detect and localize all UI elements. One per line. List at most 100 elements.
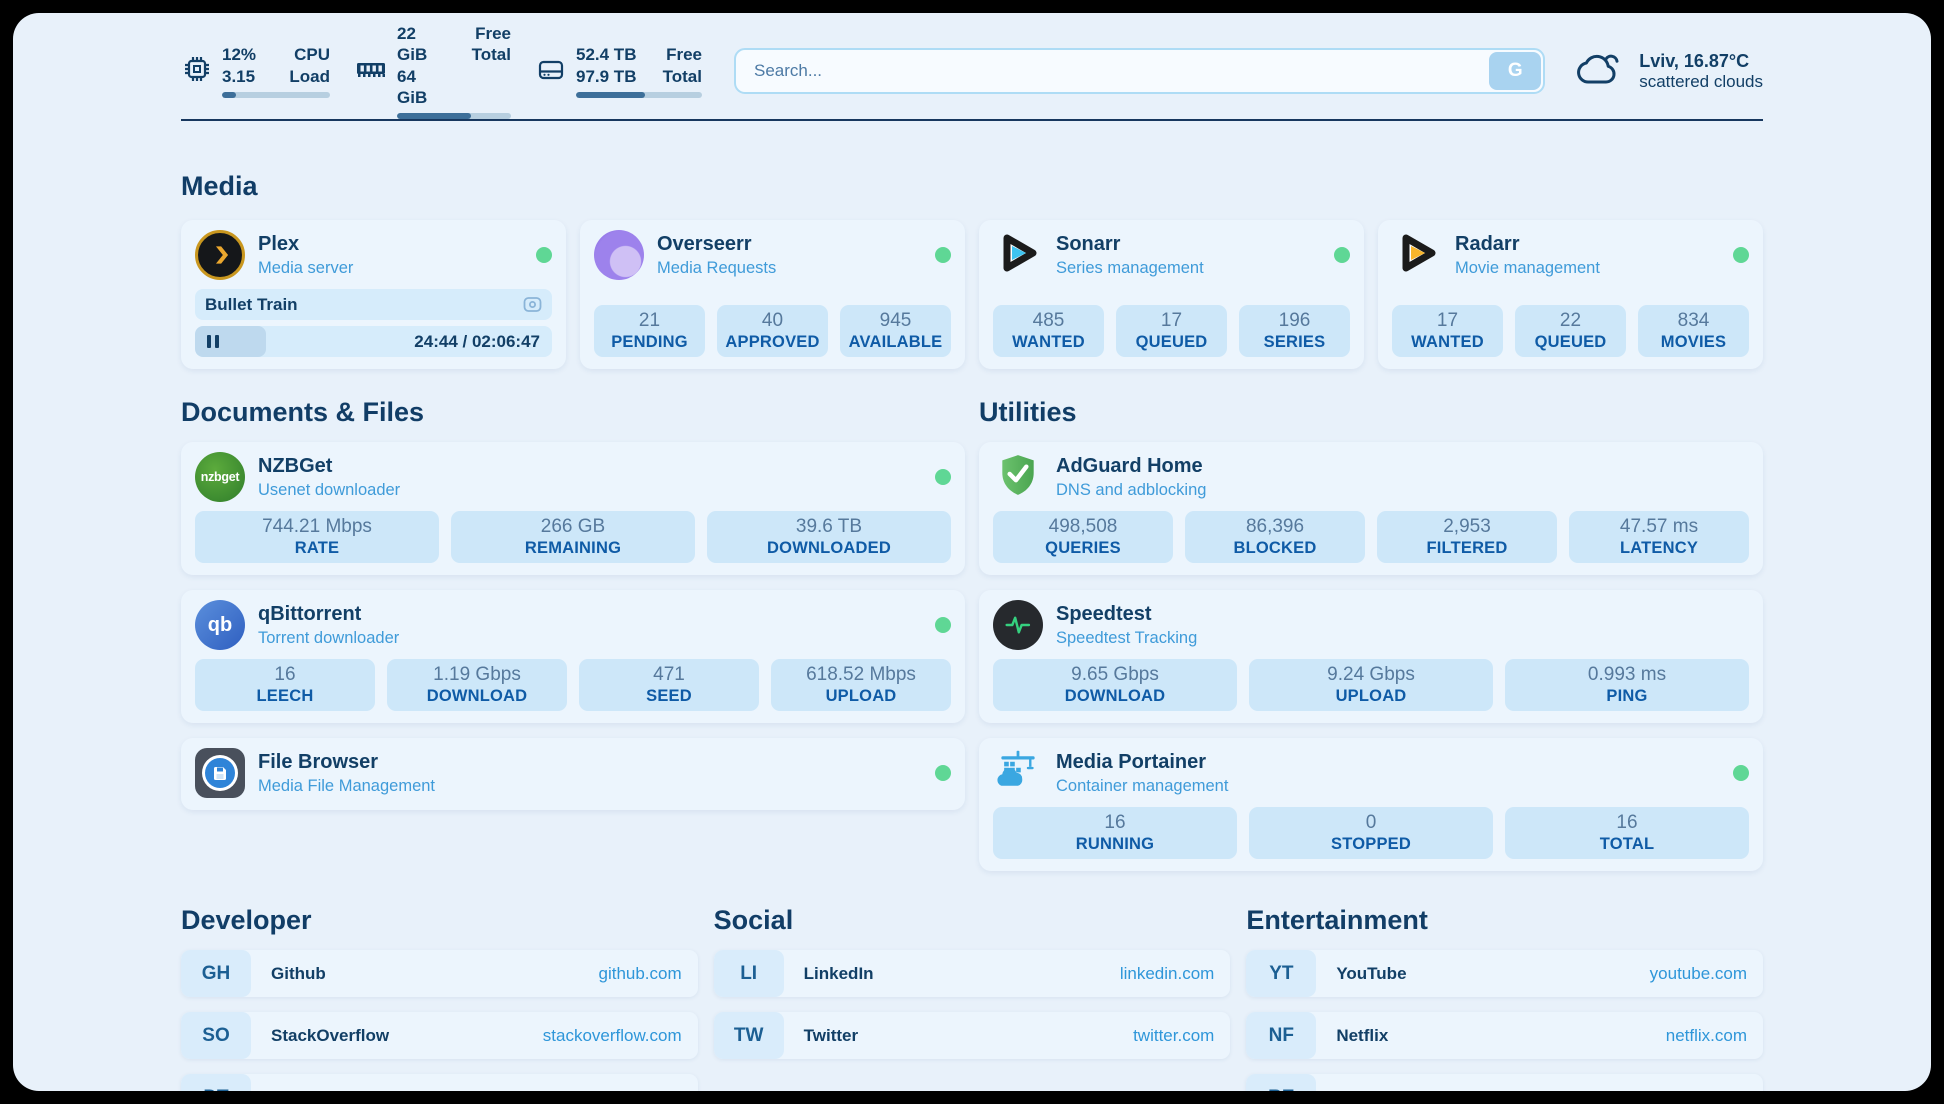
app-card-radarr[interactable]: Radarr Movie management 17 WANTED 22 QUEUE… <box>1378 220 1763 369</box>
disk-widget: 52.4 TB 97.9 TB Free Total <box>535 44 702 98</box>
weather-widget: Lviv, 16.87°C scattered clouds <box>1575 48 1763 95</box>
status-online-dot <box>935 765 951 781</box>
app-description: Torrent downloader <box>258 628 400 647</box>
search-bar: G <box>734 48 1546 94</box>
link-reddit[interactable]: RE Reddit reddit.com <box>1246 1074 1763 1091</box>
disk-total: 97.9 TB <box>576 66 637 86</box>
qbittorrent-icon: qb <box>195 600 245 650</box>
app-card-overseerr[interactable]: Overseerr Media Requests 21 PENDING 40 APP… <box>580 220 965 369</box>
stat-ping: 0.993 ms PING <box>1505 659 1749 711</box>
stat-stopped: 0 STOPPED <box>1249 807 1493 859</box>
cpu-percent: 12% <box>222 45 257 65</box>
stat-download: 9.65 Gbps DOWNLOAD <box>993 659 1237 711</box>
app-card-qbittorrent[interactable]: qb qBittorrent Torrent downloader 16 LEEC… <box>181 590 965 723</box>
app-card-portainer[interactable]: Media Portainer Container management 16 R… <box>979 738 1763 871</box>
pause-icon[interactable] <box>207 335 219 348</box>
cpu-progress-bar <box>222 91 330 98</box>
app-name: qBittorrent <box>258 602 362 625</box>
app-card-plex[interactable]: Plex Media server Bullet Train 24:44 / 0… <box>181 220 566 369</box>
app-name: Plex <box>258 232 300 255</box>
cpu-loadavg: 3.15 <box>222 66 256 86</box>
cpu-label-1: CPU <box>294 45 330 65</box>
disk-label-1: Free <box>666 45 702 65</box>
stat-leech: 16 LEECH <box>195 659 375 711</box>
cloud-icon <box>1575 48 1627 95</box>
link-badge: DT <box>181 1074 251 1091</box>
plex-icon <box>195 230 245 280</box>
link-badge: NF <box>1246 1012 1317 1059</box>
section-title-media: Media <box>181 171 258 201</box>
ram-label-1: Free <box>475 24 511 43</box>
search-provider-button[interactable]: G <box>1489 52 1542 90</box>
link-stackoverflow[interactable]: SO StackOverflow stackoverflow.com <box>181 1012 698 1059</box>
app-card-speedtest[interactable]: Speedtest Speedtest Tracking 9.65 Gbps DO… <box>979 590 1763 723</box>
dashboard-panel: 12% 3.15 CPU Load <box>13 13 1931 1091</box>
app-description: DNS and adblocking <box>1056 480 1207 499</box>
section-title-documents: Documents & Files <box>181 397 425 427</box>
app-card-filebrowser[interactable]: File Browser Media File Management <box>181 738 965 810</box>
app-name: NZBGet <box>258 454 333 477</box>
portainer-crane-icon <box>994 747 1042 800</box>
disk-label-2: Total <box>662 66 702 86</box>
app-description: Media File Management <box>258 776 436 795</box>
playback-progress-bar: 24:44 / 02:06:47 <box>195 326 552 357</box>
app-name: Media Portainer <box>1056 750 1207 773</box>
link-youtube[interactable]: YT YouTube youtube.com <box>1246 950 1763 997</box>
overseerr-icon <box>594 230 644 280</box>
status-online-dot <box>935 617 951 633</box>
stat-pending: 21 PENDING <box>594 305 705 357</box>
stat-approved: 40 APPROVED <box>717 305 828 357</box>
app-card-sonarr[interactable]: Sonarr Series management 485 WANTED 17 QUE… <box>979 220 1364 369</box>
documents-column: Documents & Files nzbget NZBGet Usenet d… <box>181 397 965 871</box>
link-dev[interactable]: DT DEV dev.to <box>181 1074 698 1091</box>
cpu-label-2: Load <box>289 66 330 86</box>
app-card-nzbget[interactable]: nzbget NZBGet Usenet downloader 744.21 M… <box>181 442 965 575</box>
app-card-adguard[interactable]: AdGuard Home DNS and adblocking 498,508 Q… <box>979 442 1763 575</box>
app-name: Sonarr <box>1056 232 1121 255</box>
stat-queued: 22 QUEUED <box>1515 305 1626 357</box>
status-online-dot <box>935 469 951 485</box>
session-cast-icon[interactable] <box>523 296 542 313</box>
app-name: Speedtest <box>1056 602 1152 625</box>
stat-seed: 471 SEED <box>579 659 759 711</box>
entertainment-section: Entertainment YT YouTube youtube.com NF … <box>1246 905 1763 1091</box>
app-description: Container management <box>1056 776 1229 795</box>
adguard-shield-icon <box>995 451 1041 504</box>
app-description: Usenet downloader <box>258 480 401 499</box>
top-bar: 12% 3.15 CPU Load <box>181 24 1763 119</box>
status-online-dot <box>536 247 552 263</box>
stat-running: 16 RUNNING <box>993 807 1237 859</box>
link-badge: YT <box>1246 950 1317 997</box>
stat-filtered: 2,953 FILTERED <box>1377 511 1557 563</box>
nzbget-icon: nzbget <box>195 452 245 502</box>
app-name: Overseerr <box>657 232 752 255</box>
stat-rate: 744.21 Mbps RATE <box>195 511 439 563</box>
search-input[interactable] <box>734 48 1546 94</box>
app-name: File Browser <box>258 750 379 773</box>
link-github[interactable]: GH Github github.com <box>181 950 698 997</box>
ram-free: 22 GiB <box>397 24 428 65</box>
stat-upload: 618.52 Mbps UPLOAD <box>771 659 951 711</box>
playback-time: 24:44 / 02:06:47 <box>414 331 540 351</box>
cpu-widget: 12% 3.15 CPU Load <box>181 44 330 98</box>
app-description: Movie management <box>1455 258 1600 277</box>
stat-series: 196 SERIES <box>1239 305 1350 357</box>
stat-wanted: 485 WANTED <box>993 305 1104 357</box>
app-description: Media Requests <box>657 258 777 277</box>
app-name: AdGuard Home <box>1056 454 1203 477</box>
status-online-dot <box>1733 765 1749 781</box>
weather-location-temp: Lviv, 16.87°C <box>1639 50 1750 71</box>
ram-widget: 22 GiB 64 GiB Free Total <box>354 23 511 119</box>
stat-upload: 9.24 Gbps UPLOAD <box>1249 659 1493 711</box>
link-linkedin[interactable]: LI LinkedIn linkedin.com <box>713 950 1231 997</box>
link-badge: SO <box>181 1012 251 1059</box>
now-playing-title: Bullet Train <box>205 294 298 314</box>
app-description: Series management <box>1056 258 1204 277</box>
disk-progress-bar <box>576 91 702 98</box>
link-twitter[interactable]: TW Twitter twitter.com <box>713 1012 1231 1059</box>
section-title-developer: Developer <box>181 905 312 935</box>
link-netflix[interactable]: NF Netflix netflix.com <box>1246 1012 1763 1059</box>
stat-queued: 17 QUEUED <box>1116 305 1227 357</box>
app-name: Radarr <box>1455 232 1520 255</box>
